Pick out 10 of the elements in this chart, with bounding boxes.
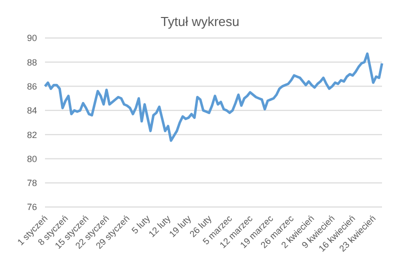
y-tick-label: 88 (26, 57, 37, 68)
y-tick-label: 84 (26, 106, 37, 116)
y-tick-label: 76 (26, 202, 37, 212)
line-series (44, 52, 384, 142)
y-tick-label: 80 (26, 154, 37, 164)
y-tick-label: 86 (26, 81, 37, 92)
chart-title: Tytuł wykresu (160, 13, 240, 31)
y-tick-label: 82 (26, 130, 37, 140)
y-tick-label: 78 (26, 178, 37, 188)
y-tick-label: 90 (26, 33, 37, 44)
